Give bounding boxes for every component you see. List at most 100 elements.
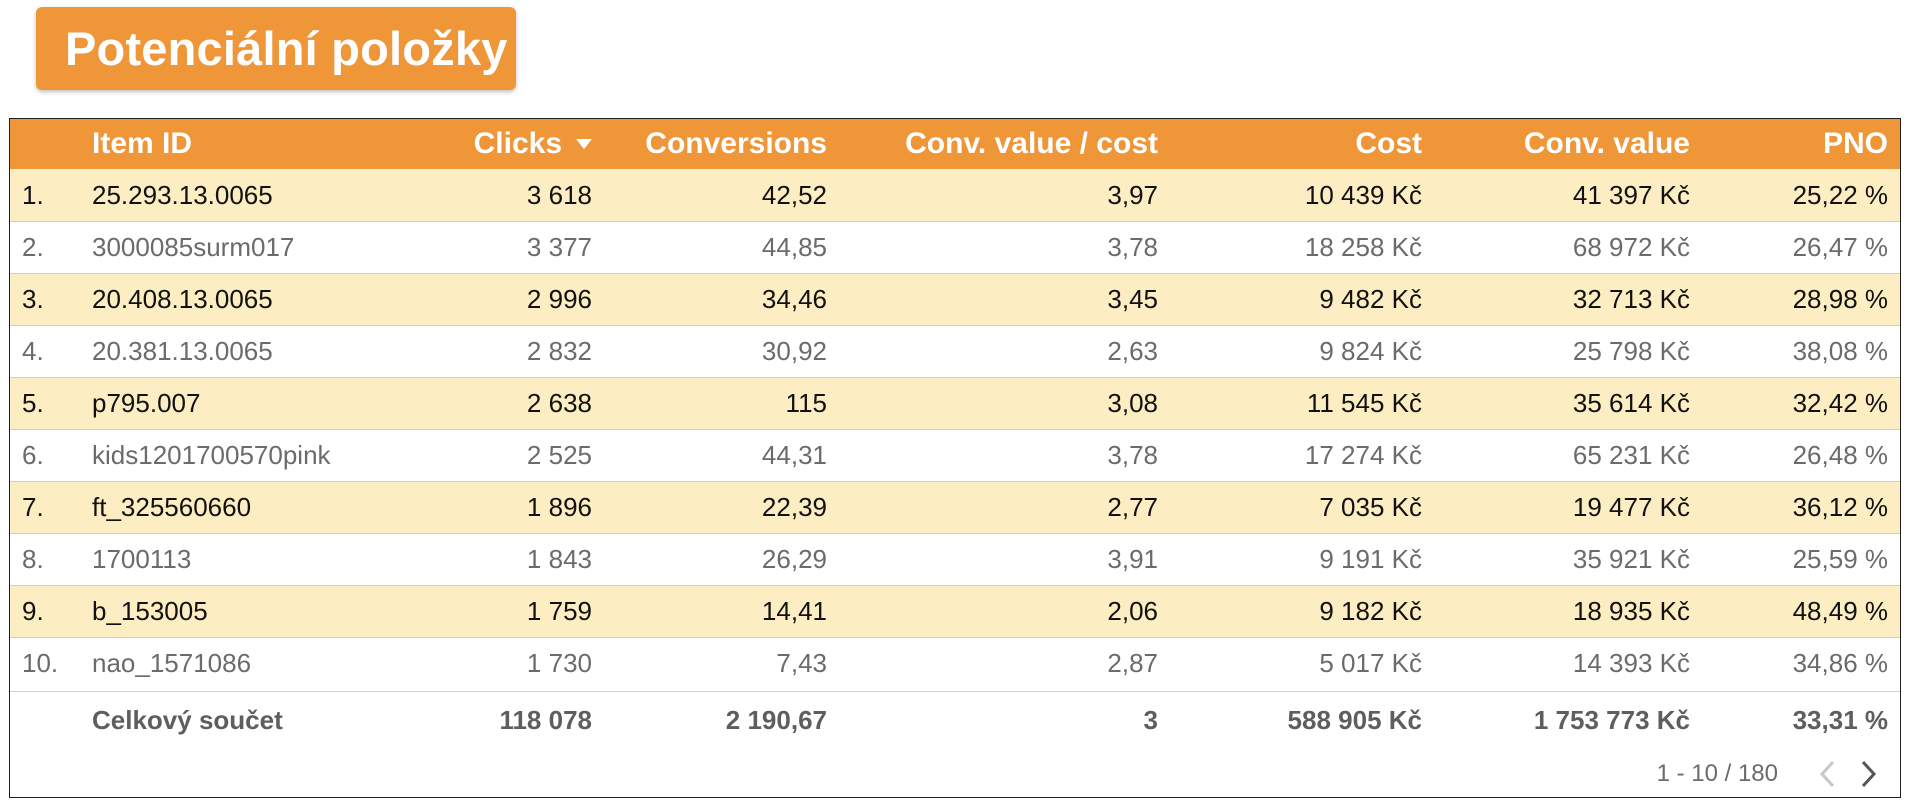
total-conv-value: 1 753 773 Kč: [1533, 705, 1690, 735]
column-header-conversions[interactable]: Conversions: [645, 127, 827, 160]
clicks-cell: 1 759: [526, 596, 592, 626]
pno-cell: 48,49 %: [1792, 596, 1888, 626]
item-id-cell: 3000085surm017: [92, 232, 295, 262]
conversions-cell: 115: [785, 388, 827, 418]
conversions-cell: 42,52: [761, 179, 827, 210]
row-index: 1.: [22, 179, 44, 210]
pno-cell: 36,12 %: [1792, 492, 1888, 522]
clicks-cell: 3 377: [526, 232, 592, 262]
row-index: 3.: [22, 284, 44, 314]
item-id-cell: kids1201700570pink: [92, 440, 331, 470]
clicks-cell: 1 896: [526, 492, 592, 522]
total-pno: 33,31 %: [1792, 705, 1888, 735]
table-row: 3. 20.408.13.0065 2 996 34,46 3,45 9 482…: [10, 273, 1900, 325]
clicks-cell: 2 525: [526, 440, 592, 470]
total-conversions: 2 190,67: [725, 705, 827, 735]
grand-total-label: Celkový součet: [92, 705, 283, 735]
conv-value-cost-cell: 2,77: [1107, 492, 1158, 522]
cost-cell: 9 482 Kč: [1319, 284, 1422, 314]
clicks-cell: 2 996: [526, 284, 592, 314]
column-header-conv-value-cost[interactable]: Conv. value / cost: [905, 127, 1158, 160]
item-id-cell: 25.293.13.0065: [92, 179, 273, 210]
column-header-conv-value[interactable]: Conv. value: [1523, 127, 1690, 160]
item-id-cell: p795.007: [92, 388, 201, 418]
data-table: Item ID Clicks Conversions Conv. value /…: [9, 118, 1901, 798]
conversions-cell: 22,39: [761, 492, 827, 522]
column-header-pno[interactable]: PNO: [1822, 127, 1888, 160]
column-header-clicks-label: Clicks: [473, 127, 562, 160]
cost-cell: 10 439 Kč: [1304, 179, 1422, 210]
table-row: 1. 25.293.13.0065 3 618 42,52 3,97 10 43…: [10, 169, 1900, 221]
next-page-button[interactable]: [1848, 755, 1888, 793]
pagination: 1 - 10 / 180: [1657, 755, 1888, 793]
conv-value-cell: 18 935 Kč: [1572, 596, 1690, 626]
row-index: 2.: [22, 232, 44, 262]
conv-value-cell: 41 397 Kč: [1572, 179, 1690, 210]
conv-value-cost-cell: 3,78: [1107, 440, 1158, 470]
item-id-cell: 20.408.13.0065: [92, 284, 273, 314]
table-row: 6. kids1201700570pink 2 525 44,31 3,78 1…: [10, 429, 1900, 481]
conv-value-cell: 32 713 Kč: [1572, 284, 1690, 314]
conv-value-cell: 65 231 Kč: [1572, 440, 1690, 470]
pno-cell: 28,98 %: [1792, 284, 1888, 314]
row-index: 10.: [22, 648, 59, 678]
clicks-cell: 1 843: [526, 544, 592, 574]
column-header-cost[interactable]: Cost: [1355, 127, 1422, 160]
pno-cell: 25,22 %: [1792, 179, 1888, 210]
pagination-range: 1 - 10 / 180: [1656, 760, 1778, 787]
conv-value-cell: 19 477 Kč: [1572, 492, 1690, 522]
cost-cell: 9 824 Kč: [1319, 336, 1422, 366]
pno-cell: 26,47 %: [1792, 232, 1888, 262]
clicks-cell: 2 832: [526, 336, 592, 366]
row-index: 4.: [22, 336, 44, 366]
clicks-cell: 3 618: [526, 179, 592, 210]
clicks-cell: 2 638: [526, 388, 592, 418]
total-clicks: 118 078: [499, 705, 592, 735]
row-index: 5.: [22, 388, 44, 418]
table-row: 10. nao_1571086 1 730 7,43 2,87 5 017 Kč…: [10, 637, 1900, 689]
conversions-cell: 30,92: [761, 336, 827, 366]
conv-value-cell: 35 614 Kč: [1572, 388, 1690, 418]
pno-cell: 32,42 %: [1792, 388, 1888, 418]
conv-value-cost-cell: 2,06: [1107, 596, 1158, 626]
conv-value-cost-cell: 3,91: [1107, 544, 1158, 574]
cost-cell: 17 274 Kč: [1304, 440, 1422, 470]
cost-cell: 9 191 Kč: [1319, 544, 1422, 574]
conversions-cell: 7,43: [776, 648, 827, 678]
cost-cell: 18 258 Kč: [1304, 232, 1422, 262]
chevron-left-icon: [1819, 760, 1835, 788]
chevron-right-icon: [1861, 760, 1877, 788]
item-id-cell: b_153005: [92, 596, 208, 626]
total-cost: 588 905 Kč: [1287, 705, 1422, 735]
pno-cell: 25,59 %: [1792, 544, 1888, 574]
total-conv-value-cost: 3: [1143, 705, 1158, 735]
table-row: 7. ft_325560660 1 896 22,39 2,77 7 035 K…: [10, 481, 1900, 533]
column-header-clicks[interactable]: Clicks: [474, 119, 592, 169]
column-header-item-id[interactable]: Item ID: [92, 127, 193, 160]
row-index: 6.: [22, 440, 44, 470]
table-row: 2. 3000085surm017 3 377 44,85 3,78 18 25…: [10, 221, 1900, 273]
row-index: 7.: [22, 492, 44, 522]
table-row: 5. p795.007 2 638 115 3,08 11 545 Kč 35 …: [10, 377, 1900, 429]
cost-cell: 5 017 Kč: [1319, 648, 1422, 678]
conv-value-cost-cell: 3,97: [1107, 179, 1158, 210]
page-title-badge: Potenciální položky: [36, 7, 516, 90]
previous-page-button[interactable]: [1808, 755, 1848, 793]
item-id-cell: nao_1571086: [92, 648, 252, 678]
conv-value-cell: 35 921 Kč: [1572, 544, 1690, 574]
conversions-cell: 44,31: [761, 440, 827, 470]
conversions-cell: 34,46: [761, 284, 827, 314]
item-id-cell: 20.381.13.0065: [92, 336, 273, 366]
conv-value-cost-cell: 2,63: [1107, 336, 1158, 366]
table-row: 4. 20.381.13.0065 2 832 30,92 2,63 9 824…: [10, 325, 1900, 377]
conversions-cell: 26,29: [761, 544, 827, 574]
pno-cell: 34,86 %: [1792, 648, 1888, 678]
table-header: Item ID Clicks Conversions Conv. value /…: [10, 119, 1900, 169]
pno-cell: 38,08 %: [1792, 336, 1888, 366]
conv-value-cost-cell: 3,78: [1107, 232, 1158, 262]
conv-value-cost-cell: 3,08: [1107, 388, 1158, 418]
conv-value-cost-cell: 2,87: [1107, 648, 1158, 678]
cost-cell: 7 035 Kč: [1319, 492, 1422, 522]
clicks-cell: 1 730: [526, 648, 592, 678]
item-id-cell: ft_325560660: [92, 492, 252, 522]
